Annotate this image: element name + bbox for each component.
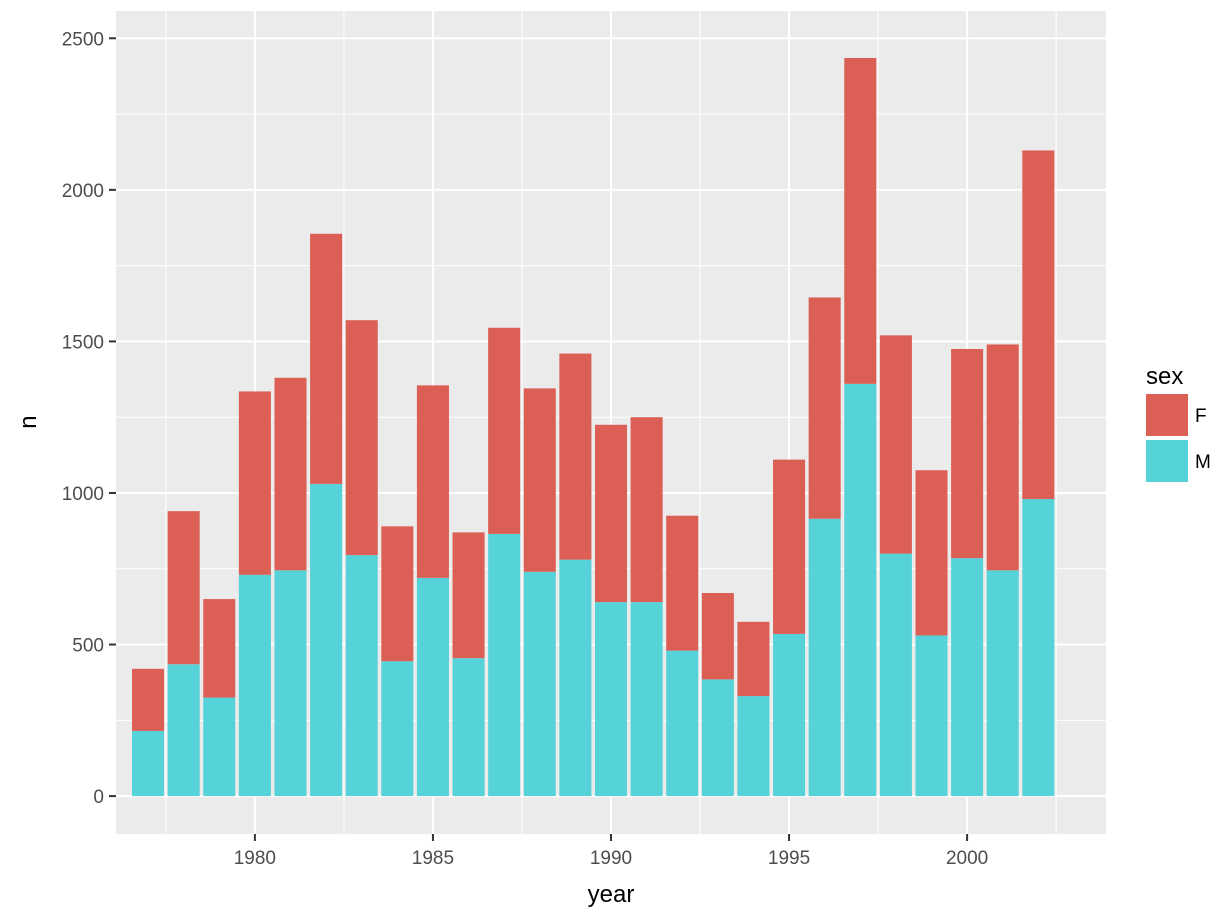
bar-M-2001: [986, 570, 1019, 797]
y-tick-label: 1000: [62, 484, 104, 505]
bar-F-1980: [238, 391, 271, 575]
bar-M-1977: [132, 730, 165, 797]
legend-label-M: M: [1195, 452, 1211, 473]
legend: sex F M: [1146, 363, 1211, 482]
bar-M-2000: [951, 558, 984, 797]
x-tick-label: 1980: [234, 848, 276, 869]
bar-F-1994: [737, 621, 770, 697]
y-tick-label: 2500: [62, 29, 104, 50]
bar-F-1979: [203, 599, 236, 698]
y-axis: 0 500 1000 1500 2000 2500: [62, 29, 116, 808]
bar-M-1997: [844, 383, 877, 797]
y-tick-label: 500: [72, 636, 104, 657]
bar-F-1997: [844, 57, 877, 384]
bar-F-2000: [951, 348, 984, 559]
bar-M-1978: [167, 664, 200, 797]
bar-F-2001: [986, 344, 1019, 571]
legend-label-F: F: [1195, 406, 1207, 427]
bar-M-1999: [915, 635, 948, 797]
bar-M-1991: [630, 602, 663, 797]
bar-F-1993: [701, 593, 734, 680]
bar-F-1999: [915, 470, 948, 636]
bar-F-1991: [630, 417, 663, 603]
bar-M-1989: [559, 559, 592, 797]
x-tick-label: 1985: [412, 848, 454, 869]
bar-F-2002: [1022, 150, 1055, 500]
bar-M-1980: [238, 574, 271, 797]
bar-M-1996: [808, 518, 841, 797]
legend-title: sex: [1146, 363, 1183, 390]
bar-M-1983: [345, 555, 378, 797]
bar-M-1986: [452, 658, 485, 797]
x-tick-label: 1995: [768, 848, 810, 869]
bar-F-1989: [559, 353, 592, 560]
bar-F-1995: [773, 459, 806, 634]
x-axis: 1980 1985 1990 1995 2000: [234, 834, 988, 869]
bar-F-1990: [594, 424, 628, 603]
bar-F-1981: [274, 377, 307, 571]
bar-M-1990: [594, 602, 628, 797]
y-tick-label: 2000: [62, 181, 104, 202]
bar-M-1981: [274, 570, 307, 797]
bar-M-1998: [879, 553, 912, 797]
bar-F-1983: [345, 320, 378, 556]
bar-F-1984: [381, 526, 414, 662]
y-tick-label: 1500: [62, 332, 104, 353]
bar-F-1985: [416, 385, 449, 578]
bar-F-1978: [167, 511, 200, 665]
bar-M-1982: [310, 483, 343, 797]
legend-key-M: [1146, 440, 1188, 482]
y-tick-label: 0: [93, 787, 104, 808]
bars: [132, 57, 1055, 797]
bar-F-1988: [523, 388, 556, 572]
bar-M-1992: [666, 650, 699, 797]
x-tick-label: 2000: [946, 848, 988, 869]
x-axis-title: year: [588, 881, 635, 908]
bar-F-1986: [452, 532, 485, 659]
bar-F-1998: [879, 335, 912, 554]
bar-M-1979: [203, 697, 236, 797]
legend-key-F: [1146, 394, 1188, 436]
bar-F-1992: [666, 515, 699, 651]
bar-F-1982: [310, 233, 343, 484]
bar-M-1993: [701, 679, 734, 797]
bar-M-1985: [416, 577, 449, 797]
bar-F-1977: [132, 668, 165, 731]
bar-M-1988: [523, 571, 556, 797]
bar-F-1996: [808, 297, 841, 519]
bar-M-1984: [381, 661, 414, 797]
bar-M-1994: [737, 696, 770, 797]
bar-M-1995: [773, 633, 806, 797]
y-axis-title: n: [15, 415, 42, 428]
bar-M-1987: [488, 533, 521, 797]
bar-M-2002: [1022, 499, 1055, 797]
bar-F-1987: [488, 327, 521, 534]
x-tick-label: 1990: [590, 848, 632, 869]
